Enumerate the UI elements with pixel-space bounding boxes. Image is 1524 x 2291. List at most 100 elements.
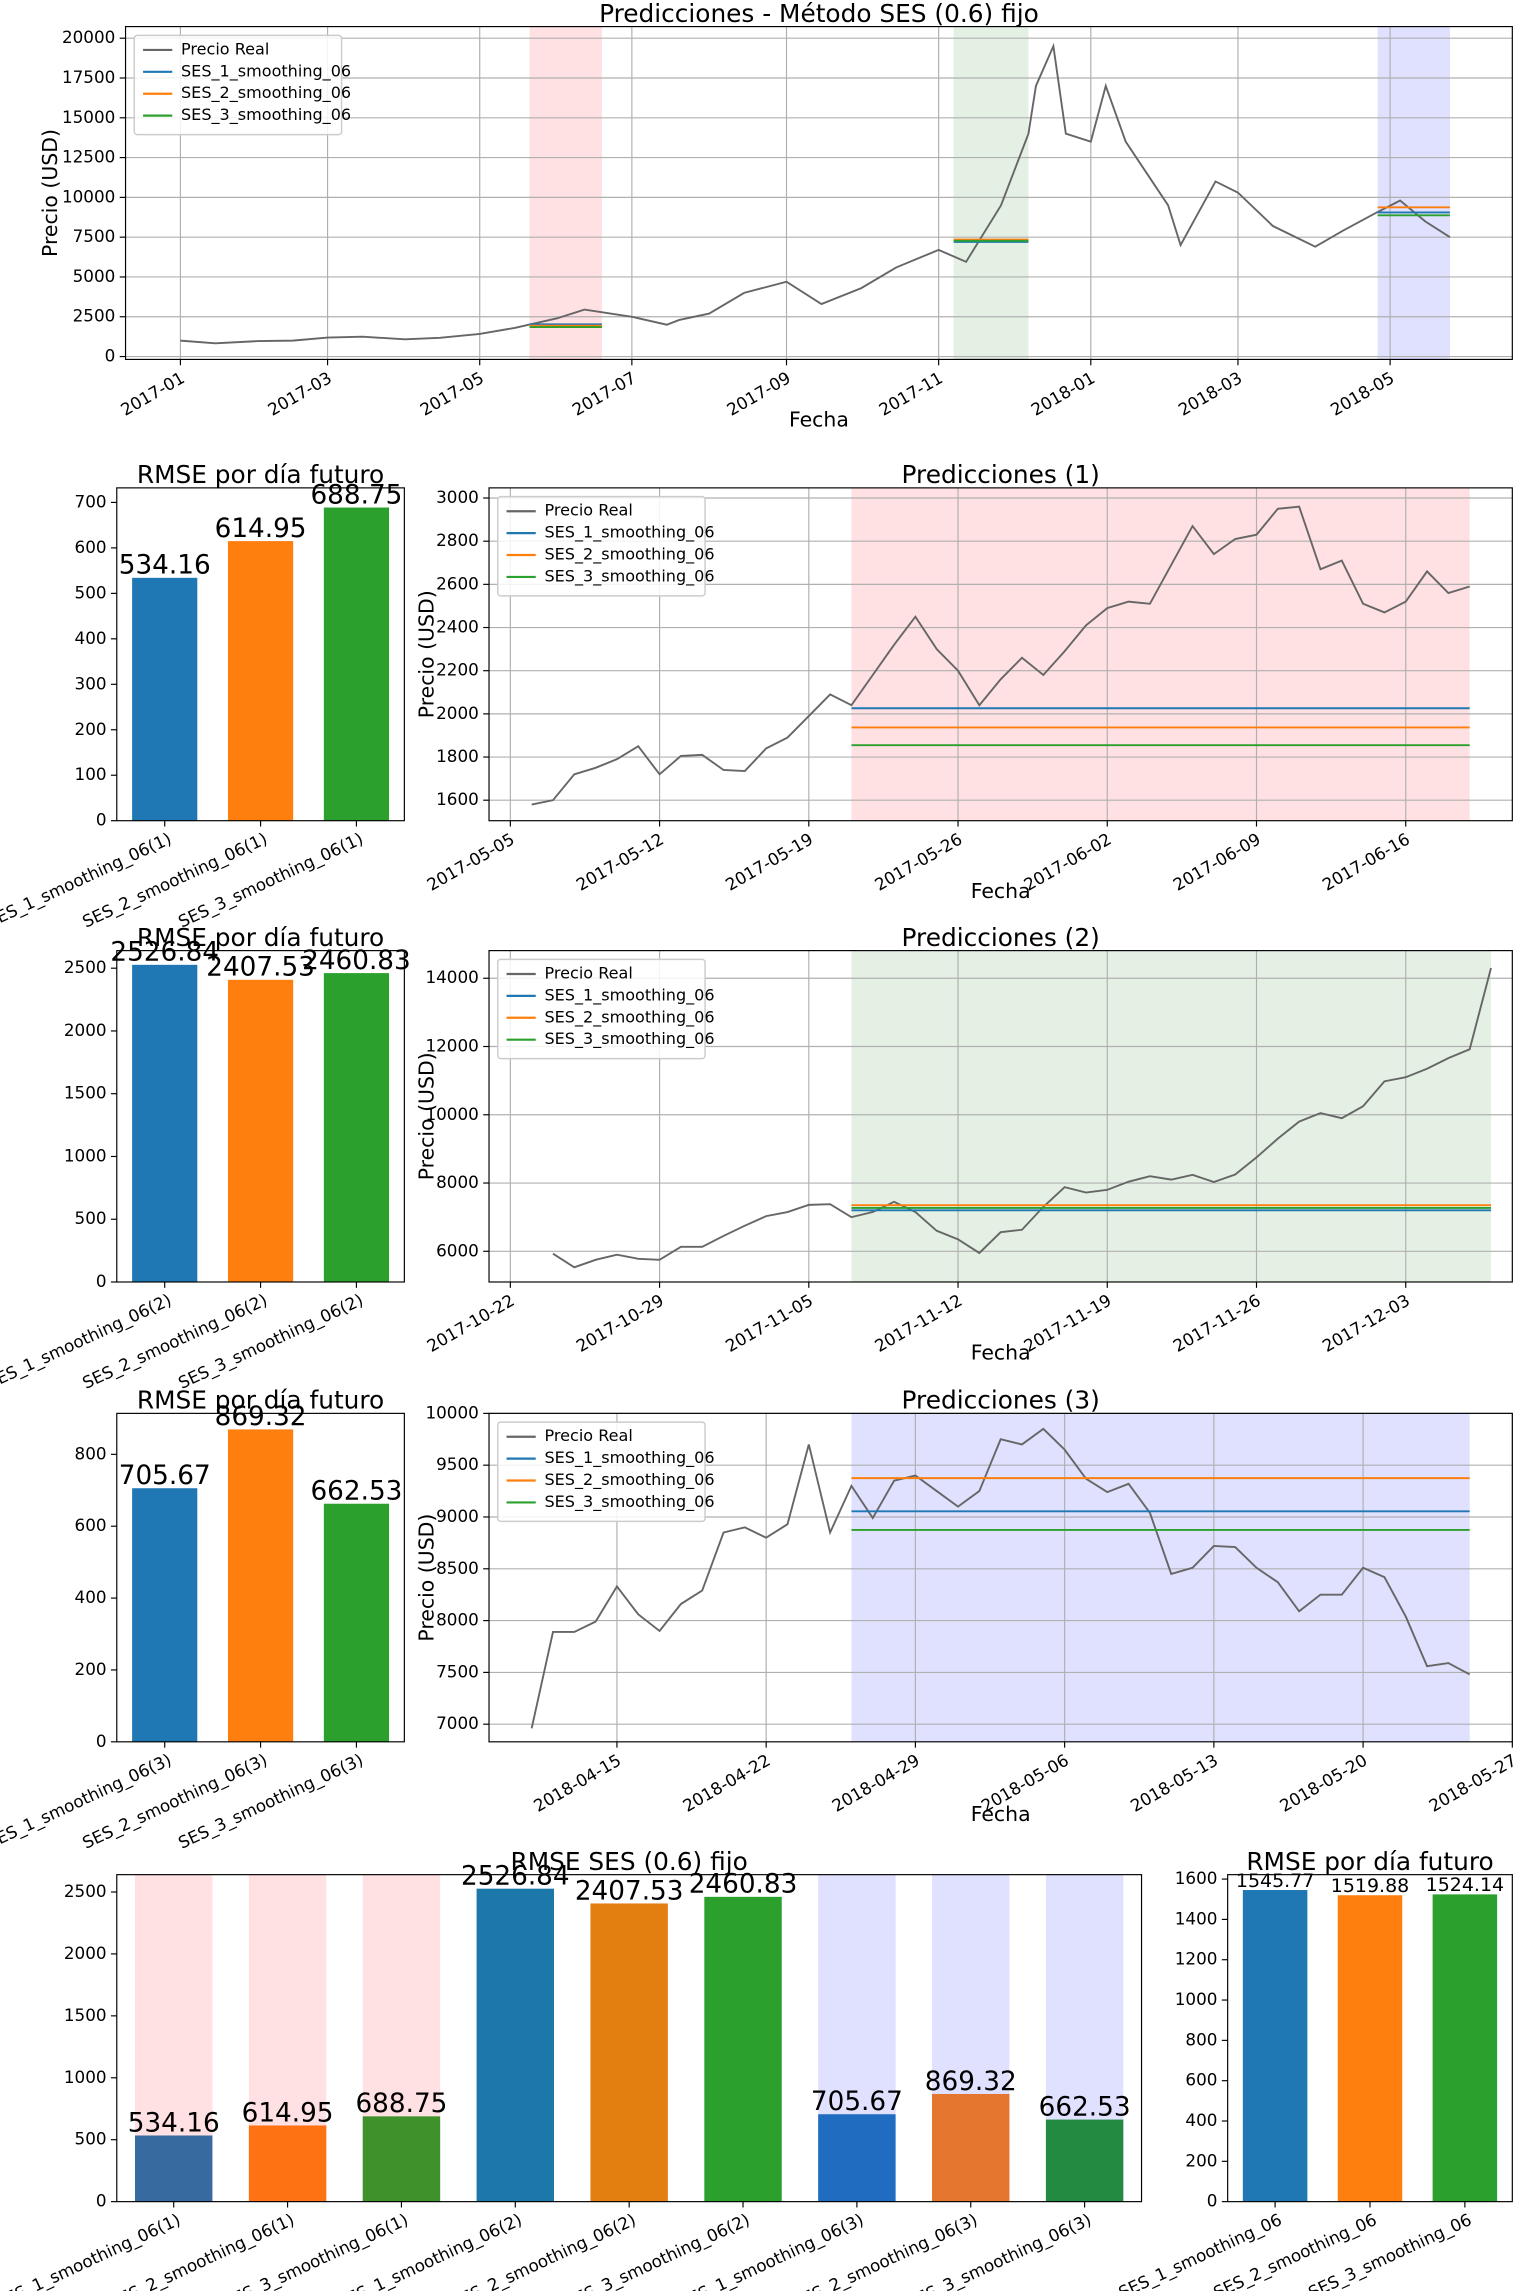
y-tick-label: 8500 [436, 1558, 479, 1578]
x-tick-label: 2017-05-05 [423, 829, 517, 895]
chart-title: Predicciones (1) [902, 460, 1100, 489]
chart-title: Predicciones (3) [902, 1386, 1100, 1415]
value-label: 2526.84 [110, 938, 219, 968]
x-tick-label: 2018-04-22 [679, 1750, 773, 1816]
bar [1242, 1890, 1308, 2202]
value-label: 869.32 [925, 2067, 1017, 2097]
y-tick-label: 2000 [64, 1020, 107, 1040]
y-tick-label: 600 [1185, 2070, 1217, 2090]
x-tick-label: 2018-05-13 [1127, 1750, 1221, 1816]
y-tick-label: 9500 [436, 1454, 479, 1474]
value-label: 688.75 [355, 2089, 447, 2119]
x-tick-label: 2017-05-26 [871, 829, 965, 895]
legend-label: SES_2_smoothing_06 [544, 545, 714, 565]
axes-frame [1227, 1874, 1513, 2203]
x-tick-label: 2017-07 [569, 367, 640, 419]
axes-frame [488, 1412, 1513, 1743]
legend-label: Precio Real [544, 963, 632, 982]
x-tick-label: SES_2_smoothing_06(1) [79, 828, 270, 932]
highlight-span [953, 26, 1029, 360]
y-tick-label: 0 [96, 1271, 107, 1291]
chart-title: RMSE por día futuro [137, 460, 384, 489]
legend-label: SES_1_smoothing_06 [544, 985, 714, 1005]
bar [932, 2093, 1010, 2202]
y-tick-label: 2000 [436, 703, 479, 723]
x-tick-label: 2017-06-16 [1319, 829, 1413, 895]
axes-frame [116, 950, 405, 1283]
bar [590, 1903, 668, 2202]
y-axis-label: Precio (USD) [415, 590, 439, 718]
y-tick-label: 1800 [436, 746, 479, 766]
legend-label: SES_1_smoothing_06 [544, 1448, 714, 1468]
y-tick-label: 1000 [64, 2067, 107, 2087]
axes-frame [488, 950, 1513, 1283]
x-tick-label: 2017-10-29 [573, 1290, 667, 1356]
y-tick-label: 1400 [1175, 1908, 1218, 1928]
bar [248, 2125, 327, 2202]
value-label: 2407.53 [206, 953, 315, 983]
bar [323, 507, 390, 821]
x-axis-label: Fecha [789, 408, 849, 432]
y-tick-label: 2500 [64, 1881, 107, 1901]
y-tick-label: 20000 [62, 27, 115, 47]
chart-title: Predicciones - Método SES (0.6) fijo [599, 0, 1039, 28]
y-tick-label: 2000 [64, 1943, 107, 1963]
y-tick-label: 0 [96, 1731, 107, 1751]
y-tick-label: 500 [75, 582, 107, 602]
x-tick-label: 2018-05-27 [1425, 1750, 1519, 1816]
legend-label: SES_1_smoothing_06 [544, 523, 714, 543]
chart-title: RMSE por día futuro [137, 1386, 384, 1415]
y-tick-label: 2600 [436, 573, 479, 593]
legend-label: Precio Real [544, 501, 632, 520]
value-label: 705.67 [811, 2087, 903, 2117]
x-axis-label: Fecha [971, 1802, 1031, 1826]
series-line [530, 1427, 1471, 1729]
x-tick-label: 2017-03 [264, 367, 335, 419]
bar [704, 1896, 782, 2202]
bar [476, 1888, 555, 2202]
legend-label: SES_2_smoothing_06 [544, 1007, 714, 1027]
x-tick-label: 2018-05 [1327, 367, 1398, 419]
x-axis-label: Fecha [971, 1341, 1031, 1365]
y-tick-label: 0 [96, 810, 107, 830]
y-tick-label: 1000 [64, 1145, 107, 1165]
y-tick-label: 14000 [425, 967, 478, 987]
y-tick-label: 100 [75, 764, 107, 784]
y-tick-label: 1200 [1175, 1949, 1218, 1969]
highlight-span [851, 950, 1492, 1282]
bar [134, 2135, 213, 2202]
x-tick-label: 2018-04-29 [828, 1750, 922, 1816]
x-tick-label: 2017-12-03 [1319, 1290, 1413, 1356]
value-label: 2407.53 [575, 1876, 684, 1906]
y-tick-label: 12000 [425, 1036, 478, 1056]
legend-label: Precio Real [544, 1426, 632, 1445]
bar [227, 1429, 294, 1742]
chart-title: RMSE por día futuro [137, 923, 384, 952]
x-tick-label: 2018-03 [1175, 367, 1246, 419]
value-label: 1519.88 [1331, 1875, 1409, 1897]
value-label: 614.95 [242, 2098, 334, 2128]
series-line [180, 42, 1451, 345]
x-tick-label: SES_3_smoothing_06(2) [175, 1290, 366, 1394]
y-tick-label: 8000 [436, 1610, 479, 1630]
x-tick-label: 2018-04-15 [530, 1750, 624, 1816]
y-tick-label: 200 [1185, 2150, 1217, 2170]
y-tick-label: 0 [105, 346, 116, 366]
x-tick-label: 2017-11-19 [1020, 1290, 1114, 1356]
y-tick-label: 500 [75, 1208, 107, 1228]
bar [132, 964, 198, 1282]
value-label: 2526.84 [461, 1861, 570, 1891]
value-label: 869.32 [215, 1402, 307, 1432]
y-tick-label: 1000 [1175, 1989, 1218, 2009]
series-line [529, 211, 1450, 326]
y-tick-label: 10000 [425, 1104, 478, 1124]
x-tick-label: 2017-01 [117, 367, 188, 419]
value-label: 1524.14 [1426, 1874, 1504, 1896]
bar [1432, 1894, 1498, 2202]
y-tick-label: 600 [75, 537, 107, 557]
y-tick-label: 3000 [436, 487, 479, 507]
y-tick-label: 1600 [1175, 1868, 1218, 1888]
y-tick-label: 300 [75, 673, 107, 693]
axes-frame [488, 487, 1513, 822]
